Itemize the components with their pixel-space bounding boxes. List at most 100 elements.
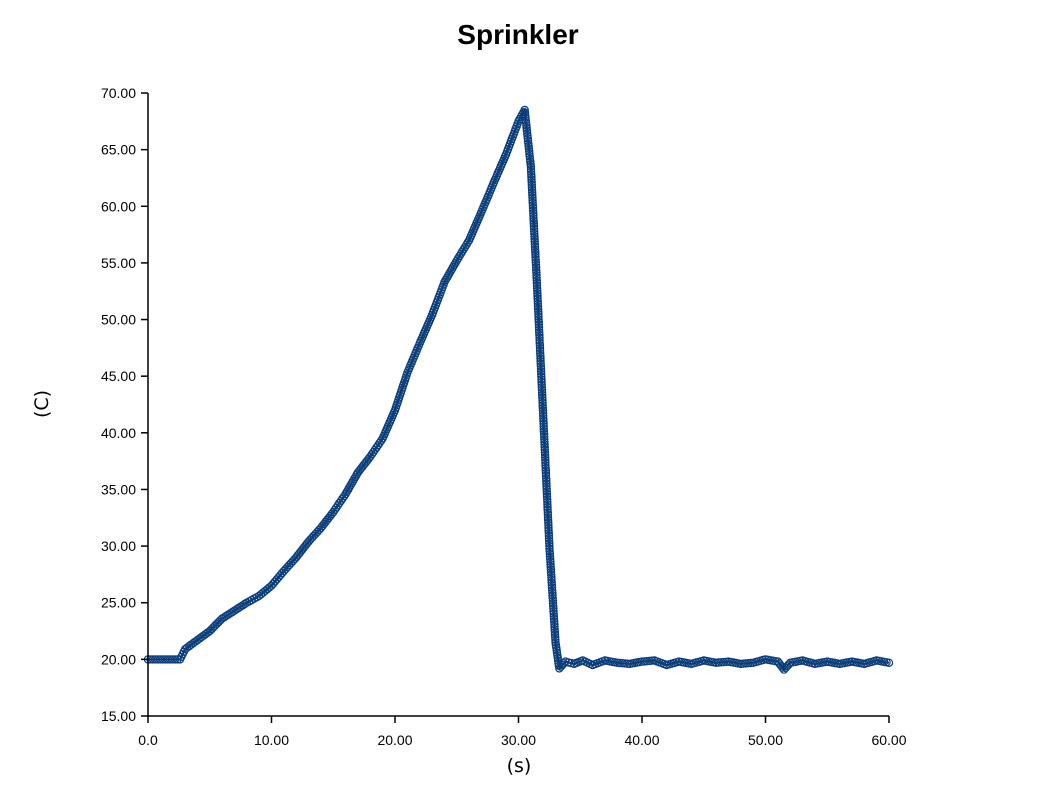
x-tick-label: 20.00 [377,732,412,748]
y-tick-label: 35.00 [101,481,136,497]
data-point [535,346,545,355]
data-point [543,513,553,522]
data-point [535,328,544,337]
data-point [542,479,551,488]
data-point [547,570,556,579]
data-point [539,416,548,426]
data-point [528,203,538,213]
y-tick-label: 65.00 [101,142,136,158]
data-point [532,281,542,290]
data-point [542,482,551,491]
data-point [548,586,557,595]
data-point [536,364,546,374]
data-point [545,549,555,559]
data-point [541,458,550,467]
data-point [540,450,550,460]
data-point [532,273,541,282]
data-point [548,593,557,603]
data-point [549,606,558,616]
series-markers [143,105,894,674]
data-point [544,528,554,538]
data-point [234,603,243,613]
data-point [530,237,539,246]
y-tick-label: 45.00 [101,368,136,384]
data-point [546,562,555,572]
data-point [528,198,537,207]
data-point [541,468,551,478]
data-point [543,505,552,514]
data-point [543,495,552,504]
data-point [544,526,553,535]
data-point [550,627,560,637]
data-point [536,362,546,371]
data-point [531,252,540,262]
data-point [537,375,546,384]
data-point [535,333,544,342]
data-point [549,604,558,613]
data-point [537,388,547,397]
data-point [528,195,537,205]
data-point [526,164,536,174]
data-point [534,320,544,329]
series-line [148,106,890,672]
data-point [543,500,552,509]
data-point [542,474,551,483]
data-point [539,411,548,420]
data-point [531,258,541,267]
data-point [550,617,559,626]
data-point [463,238,472,247]
data-point [542,487,552,496]
data-point [550,620,559,629]
data-point [545,552,555,561]
data-point [538,396,547,405]
data-point [535,336,544,345]
data-point [534,325,544,335]
data-point [530,234,539,244]
data-point [534,312,543,321]
data-point [536,351,545,361]
data-point [531,255,540,264]
data-point [531,250,540,259]
data-point [548,596,558,605]
data-point [534,323,544,332]
data-point [459,245,468,254]
data-point [543,515,553,525]
plot-area [143,105,894,674]
data-point [544,518,553,527]
data-point [546,557,555,566]
data-point [540,448,550,457]
data-point [533,304,543,314]
data-point [540,445,550,454]
data-point [539,414,548,423]
data-point [541,471,551,480]
data-point [546,554,555,564]
data-point [549,614,559,624]
data-point [884,658,894,668]
y-tick-label: 25.00 [101,595,136,611]
data-point [546,567,556,577]
data-point [545,541,554,551]
x-axis-label: (s) [507,755,532,777]
data-point [542,476,551,486]
data-point [541,455,550,465]
data-point [549,601,558,611]
data-point [540,440,549,449]
data-point [547,578,556,587]
chart-title: Sprinkler [457,19,578,50]
data-point [535,343,545,353]
data-point [521,110,530,120]
data-point [548,588,557,598]
data-point [548,599,558,608]
data-point [548,591,557,600]
data-point [537,383,547,392]
data-point [535,330,544,340]
data-point [536,354,545,363]
data-point [527,177,536,187]
data-point [533,302,543,311]
data-point [529,219,539,228]
data-point [545,547,554,556]
data-point [530,232,539,241]
data-point [538,403,548,413]
data-point [542,489,552,499]
